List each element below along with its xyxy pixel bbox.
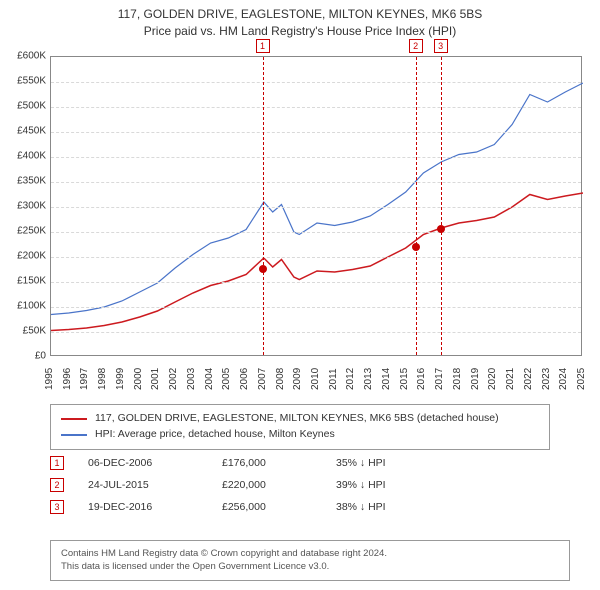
gridline-h xyxy=(51,307,581,308)
y-axis-label: £300K xyxy=(0,201,46,212)
gridline-h xyxy=(51,82,581,83)
gridline-h xyxy=(51,107,581,108)
x-axis-label: 2003 xyxy=(186,368,197,390)
x-axis-label: 2013 xyxy=(363,368,374,390)
title-line2: Price paid vs. HM Land Registry's House … xyxy=(0,23,600,40)
x-axis-label: 2011 xyxy=(328,368,339,390)
x-axis-label: 2014 xyxy=(381,368,392,390)
legend-swatch-property xyxy=(61,418,87,420)
transaction-vline xyxy=(416,57,417,355)
plot-region: 123 xyxy=(50,56,582,356)
y-axis-label: £0 xyxy=(0,351,46,362)
transaction-row: 2 24-JUL-2015 £220,000 39% ↓ HPI xyxy=(50,474,550,496)
x-axis-label: 2024 xyxy=(558,368,569,390)
x-axis-label: 2010 xyxy=(310,368,321,390)
transaction-comparison: 38% ↓ HPI xyxy=(336,501,386,513)
footer: Contains HM Land Registry data © Crown c… xyxy=(50,540,570,581)
chart-title: 117, GOLDEN DRIVE, EAGLESTONE, MILTON KE… xyxy=(0,0,600,40)
x-axis-label: 2008 xyxy=(275,368,286,390)
transaction-row: 3 19-DEC-2016 £256,000 38% ↓ HPI xyxy=(50,496,550,518)
series-line-property xyxy=(51,193,583,331)
transactions-table: 1 06-DEC-2006 £176,000 35% ↓ HPI 2 24-JUL-201… xyxy=(50,452,550,518)
legend: 117, GOLDEN DRIVE, EAGLESTONE, MILTON KE… xyxy=(50,404,550,450)
y-axis-label: £450K xyxy=(0,126,46,137)
x-axis-label: 1998 xyxy=(97,368,108,390)
transaction-marker: 1 xyxy=(256,39,270,53)
x-axis-label: 1999 xyxy=(115,368,126,390)
legend-item-hpi: HPI: Average price, detached house, Milt… xyxy=(61,427,539,443)
x-axis-label: 2000 xyxy=(133,368,144,390)
y-axis-label: £350K xyxy=(0,176,46,187)
title-line1: 117, GOLDEN DRIVE, EAGLESTONE, MILTON KE… xyxy=(0,6,600,23)
transaction-num-icon: 2 xyxy=(50,478,64,492)
gridline-h xyxy=(51,182,581,183)
y-axis-label: £400K xyxy=(0,151,46,162)
x-axis-label: 2020 xyxy=(487,368,498,390)
transaction-dot xyxy=(437,225,445,233)
transaction-marker: 2 xyxy=(409,39,423,53)
chart-area: 123 199519961997199819992000200120022003… xyxy=(50,56,582,396)
transaction-vline xyxy=(263,57,264,355)
y-axis-label: £250K xyxy=(0,226,46,237)
transaction-dot xyxy=(412,243,420,251)
x-axis-label: 2012 xyxy=(345,368,356,390)
x-axis-label: 2017 xyxy=(434,368,445,390)
x-axis-label: 2002 xyxy=(168,368,179,390)
transaction-price: £176,000 xyxy=(222,457,312,469)
transaction-dot xyxy=(259,265,267,273)
transaction-price: £256,000 xyxy=(222,501,312,513)
gridline-h xyxy=(51,332,581,333)
transaction-date: 06-DEC-2006 xyxy=(88,457,198,469)
gridline-h xyxy=(51,232,581,233)
transaction-num-icon: 1 xyxy=(50,456,64,470)
transaction-price: £220,000 xyxy=(222,479,312,491)
x-axis-label: 2001 xyxy=(150,368,161,390)
x-axis-labels: 1995199619971998199920002001200220032004… xyxy=(50,358,582,398)
x-axis-label: 2005 xyxy=(221,368,232,390)
transaction-vline xyxy=(441,57,442,355)
x-axis-label: 2025 xyxy=(576,368,587,390)
footer-line1: Contains HM Land Registry data © Crown c… xyxy=(61,547,559,560)
x-axis-label: 2018 xyxy=(452,368,463,390)
x-axis-label: 2009 xyxy=(292,368,303,390)
transaction-date: 19-DEC-2016 xyxy=(88,501,198,513)
x-axis-label: 2023 xyxy=(541,368,552,390)
y-axis-label: £200K xyxy=(0,251,46,262)
y-axis-label: £100K xyxy=(0,301,46,312)
x-axis-label: 1997 xyxy=(79,368,90,390)
x-axis-label: 2004 xyxy=(204,368,215,390)
transaction-marker: 3 xyxy=(434,39,448,53)
gridline-h xyxy=(51,157,581,158)
footer-line2: This data is licensed under the Open Gov… xyxy=(61,560,559,573)
x-axis-label: 2015 xyxy=(399,368,410,390)
x-axis-label: 2007 xyxy=(257,368,268,390)
x-axis-label: 2019 xyxy=(470,368,481,390)
y-axis-label: £150K xyxy=(0,276,46,287)
gridline-h xyxy=(51,257,581,258)
transaction-comparison: 39% ↓ HPI xyxy=(336,479,386,491)
legend-label-property: 117, GOLDEN DRIVE, EAGLESTONE, MILTON KE… xyxy=(95,411,499,427)
series-line-hpi xyxy=(51,83,583,315)
gridline-h xyxy=(51,207,581,208)
x-axis-label: 2016 xyxy=(416,368,427,390)
y-axis-label: £500K xyxy=(0,101,46,112)
transaction-date: 24-JUL-2015 xyxy=(88,479,198,491)
transaction-row: 1 06-DEC-2006 £176,000 35% ↓ HPI xyxy=(50,452,550,474)
legend-item-property: 117, GOLDEN DRIVE, EAGLESTONE, MILTON KE… xyxy=(61,411,539,427)
x-axis-label: 2021 xyxy=(505,368,516,390)
x-axis-label: 1995 xyxy=(44,368,55,390)
gridline-h xyxy=(51,132,581,133)
x-axis-label: 2006 xyxy=(239,368,250,390)
transaction-comparison: 35% ↓ HPI xyxy=(336,457,386,469)
gridline-h xyxy=(51,282,581,283)
y-axis-label: £550K xyxy=(0,76,46,87)
legend-label-hpi: HPI: Average price, detached house, Milt… xyxy=(95,427,335,443)
x-axis-label: 1996 xyxy=(62,368,73,390)
y-axis-label: £50K xyxy=(0,326,46,337)
x-axis-label: 2022 xyxy=(523,368,534,390)
transaction-num-icon: 3 xyxy=(50,500,64,514)
legend-swatch-hpi xyxy=(61,434,87,436)
y-axis-label: £600K xyxy=(0,51,46,62)
